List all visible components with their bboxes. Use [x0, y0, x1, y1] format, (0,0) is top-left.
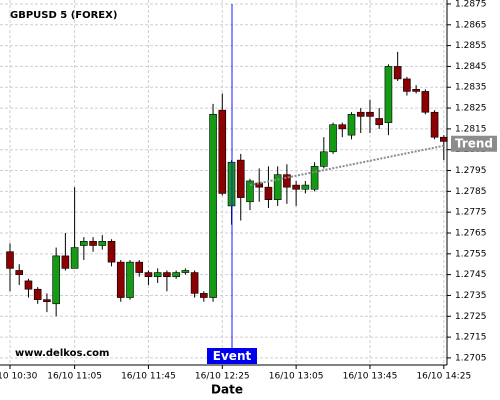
trend-line: [249, 144, 445, 187]
watermark: www.delkos.com: [15, 348, 109, 359]
y-tick-label: 1.2825: [455, 104, 487, 114]
candle-body: [366, 111, 374, 117]
event-box: [207, 348, 257, 364]
x-tick-label: 16/10 12:25: [195, 372, 250, 382]
y-tick-label: 1.2855: [455, 41, 487, 51]
candle-body: [384, 66, 393, 123]
candle-body: [70, 247, 79, 269]
candle-body: [375, 118, 384, 126]
y-tick-label: 1.2775: [455, 208, 487, 218]
candle-body: [200, 293, 208, 298]
candle-body: [80, 241, 88, 246]
candle-body: [421, 91, 430, 113]
candle-body: [412, 89, 420, 92]
y-tick-label: 1.2865: [455, 20, 487, 30]
candle-body: [135, 261, 144, 273]
candle-body: [440, 136, 448, 142]
candle-body: [301, 184, 310, 190]
x-tick-label: 16/10 13:05: [269, 372, 324, 382]
candle-body: [273, 174, 282, 200]
candle-body: [310, 166, 319, 190]
y-tick-label: 1.2765: [455, 228, 487, 238]
y-tick-label: 1.2715: [455, 333, 487, 343]
candle-body: [52, 255, 60, 305]
y-tick-label: 1.2755: [455, 249, 487, 259]
candle-body: [43, 299, 51, 303]
plot: [6, 51, 448, 317]
trend-label-box: [451, 135, 497, 152]
y-tick-label: 1.2795: [455, 166, 487, 176]
x-tick-label: 16/10 13:45: [343, 372, 398, 382]
x-tick-label: 16/10 11:05: [47, 372, 102, 382]
x-tick-label: 16/10 14:25: [416, 372, 471, 382]
candle-body: [98, 241, 107, 246]
candle-body: [190, 272, 199, 294]
candle-body: [172, 272, 180, 278]
candle-body: [347, 114, 356, 136]
candle-body: [338, 124, 347, 130]
candle-body: [393, 66, 402, 80]
candle-body: [356, 111, 365, 117]
x-tick-label: 16/10 11:45: [121, 372, 176, 382]
candle-body: [153, 272, 162, 278]
candle-body: [320, 151, 328, 167]
candle-body: [403, 78, 411, 92]
y-tick-label: 1.2745: [455, 270, 487, 280]
candle-body: [181, 270, 190, 273]
candle-body: [236, 159, 245, 198]
grid: [0, 0, 447, 365]
y-tick-label: 1.2725: [455, 312, 487, 322]
x-axis-title: Date: [211, 383, 243, 397]
candle-body: [116, 261, 125, 298]
candle-body: [292, 184, 300, 190]
candle-body: [126, 261, 134, 298]
event-label: Event: [213, 349, 252, 363]
candle-body: [209, 114, 217, 298]
candle-body: [6, 251, 14, 269]
candle-body: [107, 241, 116, 263]
trend-label: Trend: [455, 136, 493, 150]
candle-body: [15, 270, 24, 275]
y-tick-label: 1.2735: [455, 291, 487, 301]
candle-body: [430, 111, 439, 138]
candle-body: [329, 124, 337, 153]
y-tick-label: 1.2815: [455, 124, 487, 134]
y-tick-label: 1.2835: [455, 83, 487, 93]
candle-body: [264, 186, 273, 200]
candle-body: [163, 272, 171, 278]
y-tick-label: 1.2705: [455, 353, 487, 363]
candle-body: [255, 182, 264, 188]
candle-body: [283, 174, 291, 188]
candle-body: [89, 241, 97, 246]
candle-body: [218, 109, 227, 194]
candle-body: [61, 255, 70, 269]
candle-body: [144, 272, 153, 278]
x-tick-label: 16/10 10:30: [0, 372, 38, 382]
candle-body: [24, 280, 33, 290]
y-tick-label: 1.2785: [455, 187, 487, 197]
y-tick-label: 1.2875: [455, 0, 487, 9]
y-tick-label: 1.2845: [455, 62, 487, 72]
chart-title: GBPUSD 5 (FOREX): [10, 10, 117, 21]
candle-body: [33, 288, 42, 300]
candle-body: [246, 180, 254, 203]
